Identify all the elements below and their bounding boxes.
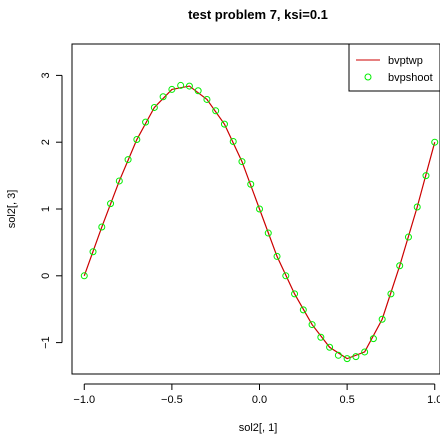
data-point-bvpshoot xyxy=(168,85,176,93)
data-point-bvpshoot xyxy=(404,233,412,241)
data-point-bvpshoot xyxy=(317,333,325,341)
y-tick-label: 3 xyxy=(40,72,52,78)
series-layer xyxy=(80,81,439,363)
data-point-bvpshoot xyxy=(264,229,272,237)
data-point-bvpshoot xyxy=(150,103,158,111)
y-tick-label: 1 xyxy=(40,206,52,212)
data-point-bvpshoot xyxy=(308,321,316,329)
legend-label-bvpshoot: bvpshoot xyxy=(388,72,433,84)
data-point-bvpshoot xyxy=(326,343,334,351)
data-point-bvpshoot xyxy=(159,93,167,101)
y-axis: −1 0 1 2 3 xyxy=(40,72,63,349)
legend-label-bvptwp: bvptwp xyxy=(388,55,423,67)
data-point-bvpshoot xyxy=(229,138,237,146)
legend-box xyxy=(348,43,440,92)
series-line-bvptwp xyxy=(83,85,436,360)
data-point-bvpshoot xyxy=(247,180,255,188)
y-tick-label: 2 xyxy=(40,139,52,145)
data-point-bvpshoot xyxy=(343,355,351,363)
chart-title: test problem 7, ksi=0.1 xyxy=(188,7,328,22)
data-point-bvpshoot xyxy=(107,200,115,208)
data-point-bvpshoot xyxy=(98,223,106,231)
data-point-bvpshoot xyxy=(142,118,150,126)
data-point-bvpshoot xyxy=(431,138,439,146)
data-point-bvpshoot xyxy=(194,87,202,95)
data-point-bvpshoot xyxy=(369,335,377,343)
data-point-bvpshoot xyxy=(212,107,220,115)
data-point-bvpshoot xyxy=(89,248,97,256)
data-point-bvpshoot xyxy=(361,348,369,356)
data-point-bvpshoot xyxy=(422,172,430,180)
data-point-bvpshoot xyxy=(80,272,88,280)
data-point-bvpshoot xyxy=(282,272,290,280)
data-point-bvpshoot xyxy=(291,290,299,298)
data-point-bvpshoot xyxy=(299,306,307,314)
data-point-bvpshoot xyxy=(124,156,132,164)
x-tick-label: 0.0 xyxy=(252,394,267,406)
y-tick-label: −1 xyxy=(40,336,52,349)
data-point-bvpshoot xyxy=(185,82,193,90)
x-tick-label: 0.5 xyxy=(339,394,354,406)
x-axis-label: sol2[, 1] xyxy=(239,422,278,434)
data-point-bvpshoot xyxy=(352,353,360,361)
legend-swatch-bvpshoot xyxy=(364,73,372,81)
legend: bvptwp bvpshoot xyxy=(348,43,440,92)
x-tick-label: −1.0 xyxy=(73,394,95,406)
x-axis: −1.0 −0.5 0.0 0.5 1.0 xyxy=(73,383,440,406)
data-point-bvpshoot xyxy=(256,205,264,213)
data-point-bvpshoot xyxy=(238,158,246,166)
y-tick-label: 0 xyxy=(40,273,52,279)
data-point-bvpshoot xyxy=(133,136,141,144)
data-point-bvpshoot xyxy=(396,262,404,270)
data-point-bvpshoot xyxy=(387,290,395,298)
x-tick-label: 1.0 xyxy=(427,394,440,406)
data-point-bvpshoot xyxy=(273,252,281,260)
data-point-bvpshoot xyxy=(378,315,386,323)
data-point-bvpshoot xyxy=(334,351,342,359)
y-axis-label: sol2[, 3] xyxy=(6,190,18,229)
data-point-bvpshoot xyxy=(203,95,211,103)
data-point-bvpshoot xyxy=(177,81,185,89)
plot-frame xyxy=(71,43,440,375)
data-point-bvpshoot xyxy=(115,177,123,185)
data-point-bvpshoot xyxy=(413,203,421,211)
x-tick-label: −0.5 xyxy=(161,394,183,406)
data-point-bvpshoot xyxy=(220,120,228,128)
